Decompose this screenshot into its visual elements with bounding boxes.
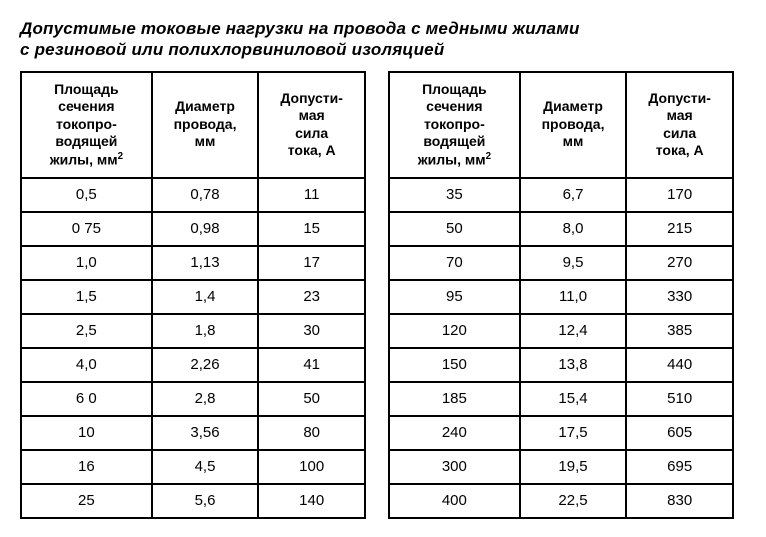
cell-current: 41	[258, 348, 365, 382]
cell-diameter: 1,13	[152, 246, 259, 280]
cell-area: 240	[389, 416, 520, 450]
right-tbody: 356,7170 508,0215 709,5270 9511,0330 120…	[389, 178, 733, 518]
cell-current: 330	[626, 280, 733, 314]
cell-current: 80	[258, 416, 365, 450]
cell-area: 4,0	[21, 348, 152, 382]
cell-diameter: 1,8	[152, 314, 259, 348]
table-row: 0 750,9815	[21, 212, 365, 246]
table-row: 18515,4510	[389, 382, 733, 416]
cell-diameter: 5,6	[152, 484, 259, 518]
cell-current: 140	[258, 484, 365, 518]
table-row: 4,02,2641	[21, 348, 365, 382]
cell-area: 35	[389, 178, 520, 212]
cell-current: 830	[626, 484, 733, 518]
table-row: 15013,8440	[389, 348, 733, 382]
cell-area: 0 75	[21, 212, 152, 246]
cell-current: 170	[626, 178, 733, 212]
cell-current: 440	[626, 348, 733, 382]
cell-area: 6 0	[21, 382, 152, 416]
cell-current: 17	[258, 246, 365, 280]
cell-current: 50	[258, 382, 365, 416]
cell-area: 25	[21, 484, 152, 518]
table-row: 0,50,7811	[21, 178, 365, 212]
tables-container: Площадь сечения токопро- водящей жилы, м…	[20, 71, 746, 519]
table-row: 1,01,1317	[21, 246, 365, 280]
table-row: 508,0215	[389, 212, 733, 246]
cell-current: 11	[258, 178, 365, 212]
cell-area: 185	[389, 382, 520, 416]
table-row: 709,5270	[389, 246, 733, 280]
cell-area: 0,5	[21, 178, 152, 212]
table-row: 6 02,850	[21, 382, 365, 416]
table-row: 9511,0330	[389, 280, 733, 314]
cell-current: 100	[258, 450, 365, 484]
cell-area: 120	[389, 314, 520, 348]
col-header-diameter: Диаметр провода, мм	[520, 72, 627, 178]
table-row: 40022,5830	[389, 484, 733, 518]
cell-diameter: 6,7	[520, 178, 627, 212]
left-tbody: 0,50,7811 0 750,9815 1,01,1317 1,51,423 …	[21, 178, 365, 518]
cell-area: 1,5	[21, 280, 152, 314]
cell-diameter: 2,8	[152, 382, 259, 416]
cell-diameter: 2,26	[152, 348, 259, 382]
cell-area: 10	[21, 416, 152, 450]
col-header-area: Площадь сечения токопро- водящей жилы, м…	[389, 72, 520, 178]
header-row: Площадь сечения токопро- водящей жилы, м…	[389, 72, 733, 178]
cell-area: 300	[389, 450, 520, 484]
title-line-1: Допустимые токовые нагрузки на провода с…	[20, 19, 580, 38]
cell-area: 50	[389, 212, 520, 246]
col-header-diameter: Диаметр провода, мм	[152, 72, 259, 178]
cell-diameter: 1,4	[152, 280, 259, 314]
table-row: 30019,5695	[389, 450, 733, 484]
cell-current: 270	[626, 246, 733, 280]
table-row: 24017,5605	[389, 416, 733, 450]
table-row: 164,5100	[21, 450, 365, 484]
title-line-2: с резиновой или полихлорвиниловой изоляц…	[20, 40, 444, 59]
col-header-current: Допусти- мая сила тока, А	[258, 72, 365, 178]
cell-current: 510	[626, 382, 733, 416]
cell-diameter: 8,0	[520, 212, 627, 246]
cell-area: 2,5	[21, 314, 152, 348]
cell-diameter: 15,4	[520, 382, 627, 416]
cell-area: 70	[389, 246, 520, 280]
col-header-area: Площадь сечения токопро- водящей жилы, м…	[21, 72, 152, 178]
col-header-current: Допусти- мая сила тока, А	[626, 72, 733, 178]
cell-diameter: 22,5	[520, 484, 627, 518]
table-row: 12012,4385	[389, 314, 733, 348]
table-row: 255,6140	[21, 484, 365, 518]
cell-diameter: 11,0	[520, 280, 627, 314]
table-row: 2,51,830	[21, 314, 365, 348]
cell-area: 95	[389, 280, 520, 314]
cell-diameter: 12,4	[520, 314, 627, 348]
table-row: 356,7170	[389, 178, 733, 212]
cell-area: 400	[389, 484, 520, 518]
cell-current: 15	[258, 212, 365, 246]
cell-diameter: 3,56	[152, 416, 259, 450]
table-row: 1,51,423	[21, 280, 365, 314]
cell-diameter: 0,78	[152, 178, 259, 212]
cell-current: 30	[258, 314, 365, 348]
cell-current: 695	[626, 450, 733, 484]
cell-current: 385	[626, 314, 733, 348]
wire-load-table-right: Площадь сечения токопро- водящей жилы, м…	[388, 71, 734, 519]
table-row: 103,5680	[21, 416, 365, 450]
cell-diameter: 19,5	[520, 450, 627, 484]
cell-area: 1,0	[21, 246, 152, 280]
cell-area: 16	[21, 450, 152, 484]
cell-diameter: 9,5	[520, 246, 627, 280]
cell-current: 215	[626, 212, 733, 246]
table-title: Допустимые токовые нагрузки на провода с…	[20, 18, 746, 61]
cell-diameter: 17,5	[520, 416, 627, 450]
cell-current: 605	[626, 416, 733, 450]
cell-diameter: 4,5	[152, 450, 259, 484]
cell-current: 23	[258, 280, 365, 314]
cell-diameter: 13,8	[520, 348, 627, 382]
cell-area: 150	[389, 348, 520, 382]
header-row: Площадь сечения токопро- водящей жилы, м…	[21, 72, 365, 178]
wire-load-table-left: Площадь сечения токопро- водящей жилы, м…	[20, 71, 366, 519]
cell-diameter: 0,98	[152, 212, 259, 246]
